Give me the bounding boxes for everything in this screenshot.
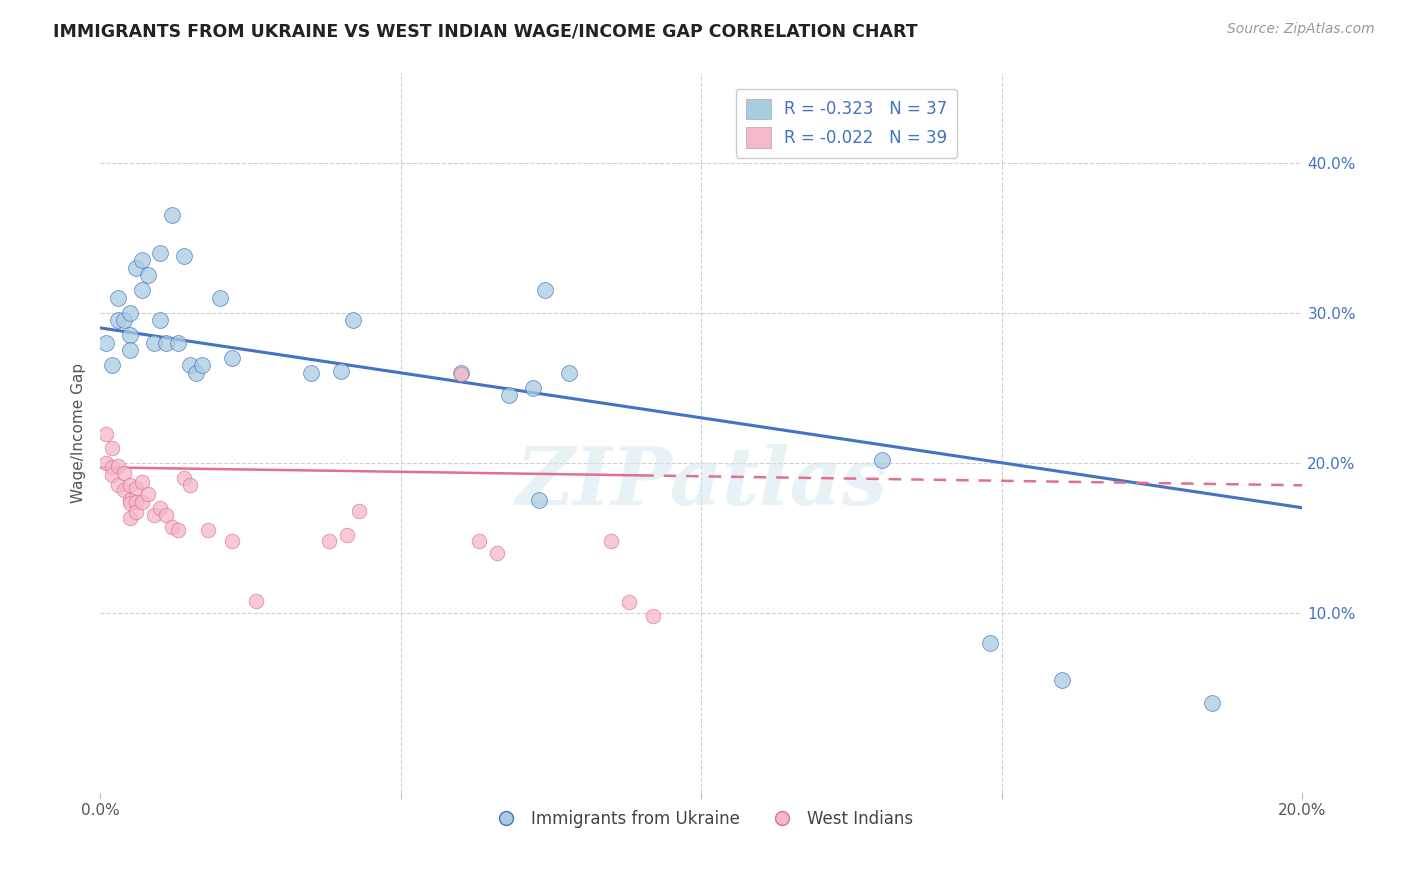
Point [498,388,520,402]
Point [120,511,142,525]
Point [347,504,370,518]
Point [107,458,129,473]
Point [125,495,148,509]
Point [112,467,135,481]
Point [209,291,232,305]
Point [120,343,142,358]
Point [617,595,640,609]
Point [155,508,177,523]
Point [131,495,153,509]
Point [186,366,208,380]
Legend: Immigrants from Ukraine, West Indians: Immigrants from Ukraine, West Indians [484,804,920,835]
Text: ZIPatlas: ZIPatlas [515,444,887,522]
Point [112,483,135,497]
Point [107,478,129,492]
Point [197,523,219,537]
Point [149,246,172,260]
Point [120,306,142,320]
Point [450,366,472,380]
Point [149,500,172,515]
Point [329,364,352,378]
Point [107,313,129,327]
Point [245,593,267,607]
Point [167,335,190,350]
Point [125,481,148,495]
Point [336,528,359,542]
Point [191,359,214,373]
Point [101,441,124,455]
Point [342,313,364,327]
Point [131,475,153,490]
Point [125,505,148,519]
Point [173,471,195,485]
Point [299,366,322,380]
Point [120,496,142,510]
Point [155,335,177,350]
Point [179,359,201,373]
Point [221,351,243,365]
Point [149,313,172,327]
Point [870,452,893,467]
Point [143,508,166,523]
Point [112,313,135,327]
Point [120,328,142,343]
Point [167,523,190,537]
Point [101,359,124,373]
Point [485,546,508,560]
Point [468,533,491,548]
Point [1201,696,1223,710]
Point [162,520,184,534]
Point [1050,673,1073,688]
Point [600,533,623,548]
Point [979,636,1001,650]
Point [162,208,184,222]
Point [450,368,472,382]
Point [94,427,117,442]
Text: IMMIGRANTS FROM UKRAINE VS WEST INDIAN WAGE/INCOME GAP CORRELATION CHART: IMMIGRANTS FROM UKRAINE VS WEST INDIAN W… [53,22,918,40]
Point [527,493,550,508]
Point [101,467,124,482]
Point [120,478,142,492]
Text: Source: ZipAtlas.com: Source: ZipAtlas.com [1227,22,1375,37]
Point [136,487,159,501]
Point [179,478,201,492]
Point [125,260,148,275]
Y-axis label: Wage/Income Gap: Wage/Income Gap [72,363,86,503]
Point [558,366,581,380]
Point [173,249,195,263]
Point [131,284,153,298]
Point [643,608,665,623]
Point [221,533,243,548]
Point [318,533,340,548]
Point [120,493,142,508]
Point [94,335,117,350]
Point [534,284,557,298]
Point [136,268,159,283]
Point [143,335,166,350]
Point [107,291,129,305]
Point [94,456,117,470]
Point [101,460,124,475]
Point [870,133,893,147]
Point [522,381,544,395]
Point [131,253,153,268]
